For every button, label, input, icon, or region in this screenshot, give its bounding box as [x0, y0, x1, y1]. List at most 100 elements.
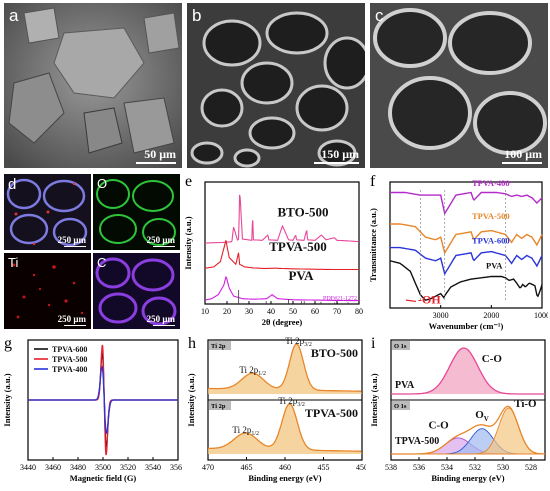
series-label: PVA: [395, 380, 415, 391]
sem-texture-c: [370, 3, 548, 168]
x-tick-label: 532: [469, 463, 481, 472]
x-tick-label: 536: [413, 463, 425, 472]
x-tick-label: 30: [245, 307, 253, 316]
panel-label: h: [188, 335, 196, 352]
eds-scale-label-3: 250 μm: [57, 314, 86, 324]
eds-scale-label-4: 250 μm: [146, 314, 175, 324]
ftir-series-line: [390, 191, 543, 216]
legend-label: TPVA-600: [52, 345, 87, 354]
x-axis-label: Binding energy (eV): [431, 473, 504, 483]
scale-label-c: 100 μm: [504, 147, 542, 161]
reference-label: PDF#21-1272: [323, 296, 357, 302]
spectrum-tag-box: [209, 401, 231, 410]
eds-map-oxygen: O 250 μm: [93, 174, 180, 250]
eds-texture-composite: [6, 178, 88, 247]
ftir-series-line: [389, 260, 543, 301]
panel-label-b: b: [192, 6, 202, 25]
x-tick-label: 10: [201, 307, 209, 316]
x-tick-label: 455: [318, 463, 330, 472]
scale-bar-c: [502, 162, 542, 164]
panel-label: f: [370, 173, 376, 190]
x-tick-label: 3000: [433, 311, 449, 320]
series-label: TPVA-500: [305, 406, 358, 420]
x-tick-label: 470: [202, 463, 214, 472]
x-tick-label: 2000: [483, 311, 499, 320]
eds-texture-oxygen: [96, 179, 176, 246]
x-tick-label: 538: [385, 463, 397, 472]
x-tick-label: 460: [279, 463, 291, 472]
x-tick-label: 60: [311, 307, 319, 316]
x-tick-label: 3460: [45, 463, 61, 472]
plot-frame: [389, 181, 543, 309]
x-tick-label: 3500: [95, 463, 111, 472]
x-axis-label: 2θ (degree): [262, 317, 303, 327]
peak-label: Ti-O: [514, 398, 537, 410]
xps-ti2p-chart: 470 465 460 455 450 Binding energy (eV) Intens…: [186, 335, 366, 483]
panel-label: g: [4, 335, 12, 352]
series-label: TPVA-400: [472, 178, 510, 188]
eds-element-ti: Ti: [8, 255, 19, 270]
xps-fill: [208, 344, 362, 394]
series-label: TPVA-500: [269, 239, 327, 254]
panel-label: e: [185, 173, 192, 190]
xps-fill: [208, 403, 362, 454]
x-tick-label: 3560: [170, 463, 182, 472]
panel-label-c: c: [375, 6, 384, 25]
panel-label: i: [371, 335, 376, 352]
eds-map-carbon: C 250 μm: [93, 253, 180, 329]
epr-chart: 3440 3460 3480 3500 3520 3540 3560 Magnetic fie…: [2, 335, 182, 483]
xps-envelope: [391, 405, 546, 455]
eds-scale-bar-3: [64, 325, 86, 326]
xps-line: [208, 343, 362, 392]
x-tick-label: 70: [333, 307, 341, 316]
x-axis-label: Magnetic field (G): [70, 473, 137, 483]
eds-texture-carbon: [95, 257, 177, 326]
x-tick-label: 534: [441, 463, 453, 472]
eds-map-titanium: Ti 250 μm: [4, 253, 91, 329]
scale-bar-a: [136, 162, 176, 164]
spectrum-tag: Ti 2p: [211, 343, 226, 350]
eds-map-composite: d 250 μm: [4, 174, 91, 250]
y-axis-label: Intensity (a.u.): [369, 373, 379, 426]
series-label: PVA: [486, 261, 503, 271]
xrd-chart: 10 20 30 40 50 60 70 80 2θ (degree) Intensity (a.…: [183, 173, 363, 327]
panel-label-a: a: [9, 6, 19, 25]
x-tick-label: 465: [241, 463, 253, 472]
ftir-series-line: [390, 246, 543, 276]
ftir-series-line: [390, 223, 543, 255]
spectrum-tag-box: [392, 341, 410, 350]
y-axis-label: Intensity (a.u.): [2, 373, 12, 426]
y-axis-label: Transmittance (a.u.): [368, 208, 378, 282]
spectrum-tag: O 1s: [394, 343, 407, 350]
peak-label: C-O: [482, 353, 503, 365]
eds-element-o: O: [97, 176, 108, 191]
series-label: TPVA-600: [472, 236, 510, 246]
spectrum-tag: Ti 2p: [211, 403, 226, 410]
x-tick-label: 3520: [120, 463, 136, 472]
ftir-chart: 3000 2000 1000 Wavenumber (cm⁻¹) Transmittan…: [368, 173, 548, 331]
x-tick-label: 80: [355, 307, 363, 316]
xps-o1s-chart: 538 536 534 532 530 528 Binding energy (eV) Int…: [369, 335, 546, 483]
sem-texture-a: [4, 3, 182, 168]
legend-label: TPVA-500: [52, 355, 87, 364]
eds-texture-titanium: [12, 263, 84, 319]
x-tick-label: 450: [356, 463, 366, 472]
annotation-oh: -OH: [418, 292, 441, 306]
sem-image-b: b 150 μm: [187, 3, 365, 168]
series-label: BTO-500: [311, 346, 358, 360]
epr-series-line: [28, 365, 178, 435]
xps-line: [208, 403, 362, 452]
eds-scale-bar-1: [64, 246, 86, 247]
annotation-arrow: [405, 299, 417, 303]
sem-image-a: a 50 μm: [4, 3, 182, 168]
y-axis-label: Intensity (a.u.): [186, 373, 196, 426]
x-tick-label: 528: [525, 463, 537, 472]
xps-line: [391, 347, 545, 395]
panel-label-d: d: [8, 176, 17, 193]
scale-bar-b: [314, 162, 359, 164]
sem-texture-b: [187, 3, 365, 168]
x-tick-label: 1000: [534, 311, 548, 320]
xps-fill: [391, 348, 545, 394]
series-label: TPVA-500: [472, 211, 510, 221]
xrd-series-line: [204, 240, 359, 271]
